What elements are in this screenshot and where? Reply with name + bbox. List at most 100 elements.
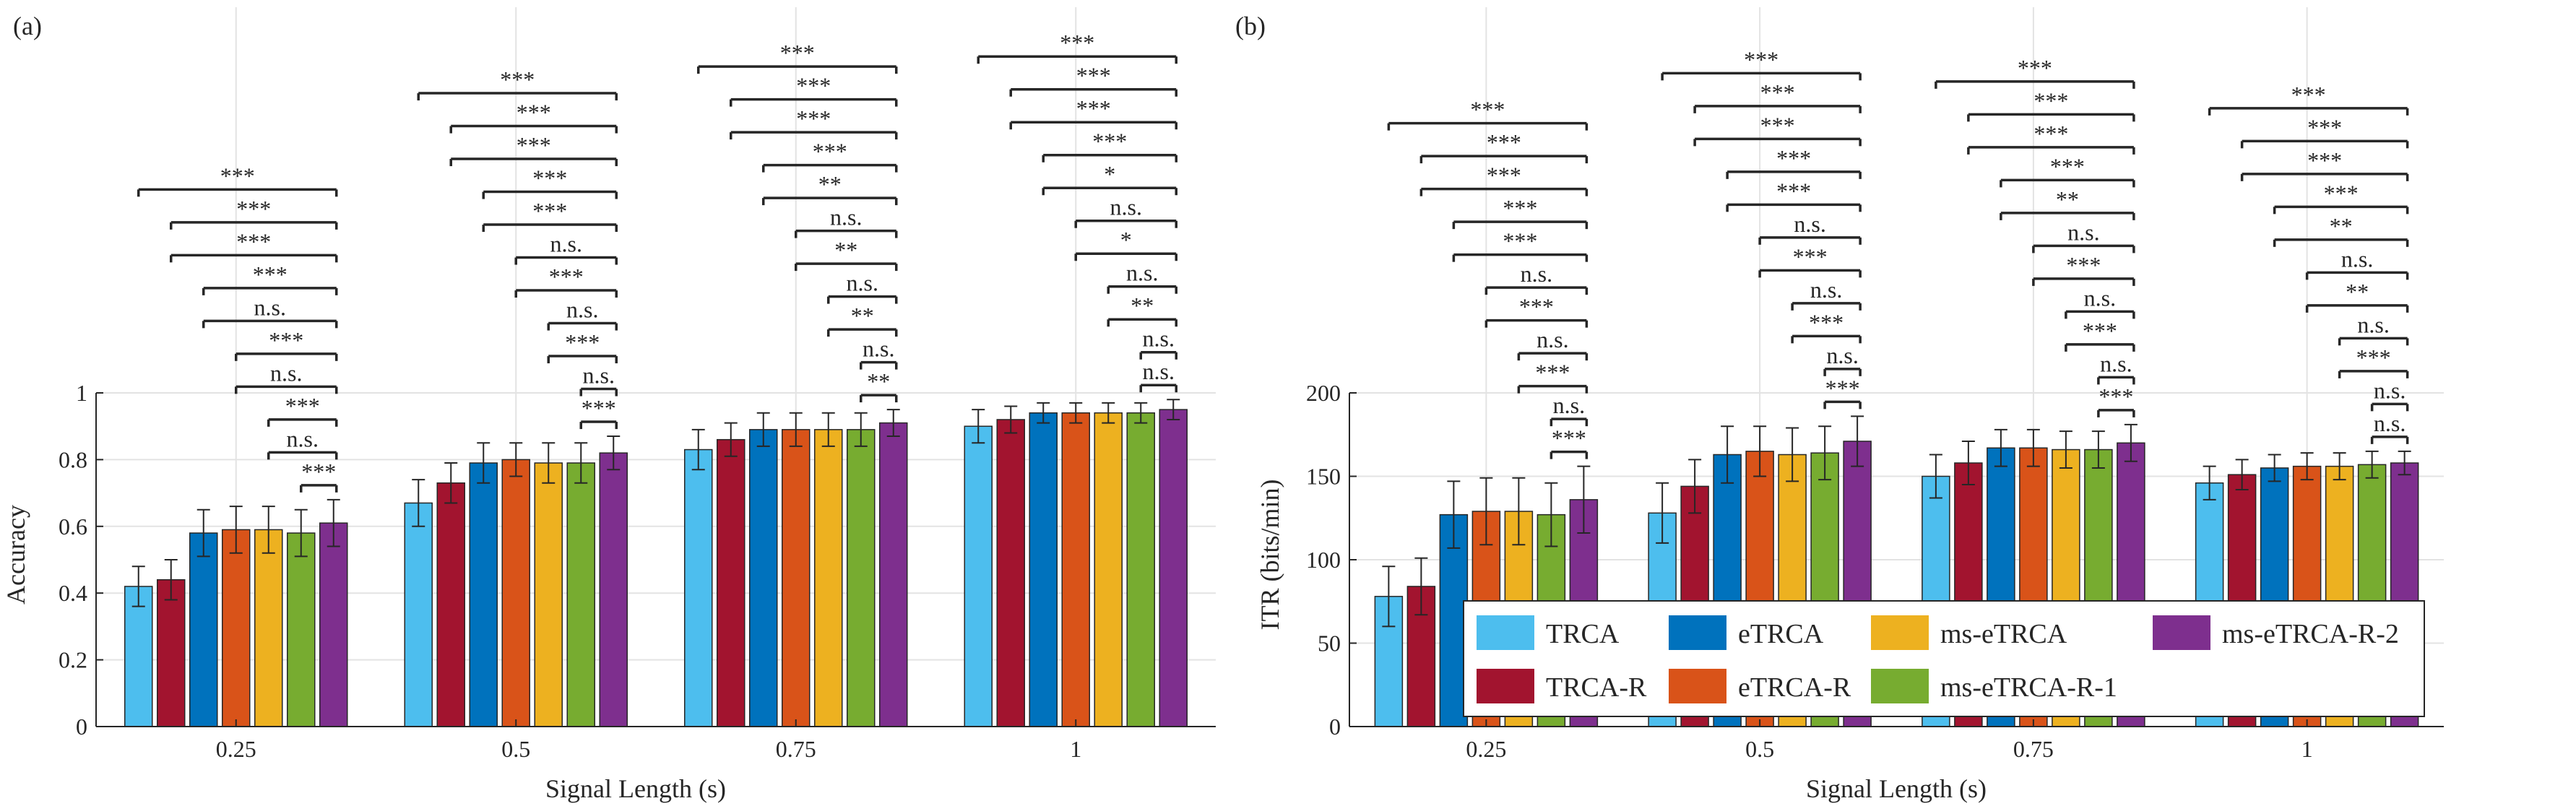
significance-label: n.s. [2067,219,2099,245]
legend-label-trca-r: TRCA-R [1546,672,1647,703]
significance-label: n.s. [863,336,894,362]
significance-label: *** [796,105,831,131]
significance-label: n.s. [287,425,319,451]
significance-label: *** [549,264,584,290]
significance-label: n.s. [2374,377,2406,403]
significance-label: *** [2099,384,2133,410]
legend-label-etrca-r: eTRCA-R [1738,672,1851,703]
significance-label: n.s. [583,363,615,389]
x-tick-label: 0.25 [216,736,256,762]
significance-label: n.s. [1110,194,1142,220]
significance-label: *** [2066,252,2101,278]
significance-label: *** [236,196,271,222]
y-tick-label: 0.8 [59,446,87,472]
bar-ms-etrca [814,429,843,727]
significance-label: *** [1793,243,1828,269]
significance-label: *** [1809,309,1844,335]
significance-label: n.s. [1143,358,1175,384]
significance-label: ** [834,237,857,263]
y-tick-label: 100 [1306,547,1341,573]
significance-label: n.s. [1810,277,1842,303]
legend-label-ms-etrca-r-2: ms-eTRCA-R-2 [2222,619,2399,649]
significance-label: n.s. [2357,311,2389,337]
significance-label: *** [813,139,847,165]
bar-etrca [469,462,498,727]
bar-trca [404,502,433,727]
bar-trca [964,425,993,727]
significance-label: * [1104,161,1115,187]
significance-label: n.s. [1521,261,1552,287]
significance-label: *** [2307,147,2342,173]
significance-label: *** [2033,87,2068,113]
y-tick-label: 0 [76,714,87,740]
significance-label: ** [2346,279,2369,305]
significance-label: *** [1470,97,1505,123]
significance-label: *** [236,228,271,254]
significance-label: *** [1825,375,1860,401]
legend-swatch-etrca [1669,615,1726,650]
significance-label: *** [2083,318,2117,344]
legend-label-trca: TRCA [1546,619,1620,649]
y-tick-label: 0.2 [59,647,87,673]
significance-label: *** [517,100,551,126]
significance-label: *** [1487,129,1521,155]
significance-label: *** [1519,294,1554,320]
significance-label: ** [818,171,842,197]
significance-label: ** [2330,213,2353,239]
significance-label: n.s. [1794,211,1825,237]
y-axis-label-a: Accuracy [1,505,30,604]
y-tick-label: 0.4 [59,580,87,606]
significance-label: *** [1776,178,1811,204]
significance-label: *** [1503,195,1537,221]
bar-trca-r [717,438,745,727]
y-axis-label-b: ITR (bits/min) [1255,480,1284,630]
significance-label: n.s. [1143,326,1175,352]
significance-label: n.s. [566,297,598,323]
bar-etrca-r [222,529,251,727]
bar-ms-etrca-r-2 [319,522,348,727]
x-tick-label: 0.5 [501,736,530,762]
significance-label: ** [851,303,874,329]
significance-label: n.s. [2084,285,2116,311]
legend-swatch-ms-etrca [1871,615,1929,650]
significance-label: *** [1744,46,1778,72]
legend-label-ms-etrca-r-1: ms-eTRCA-R-1 [1940,672,2117,703]
significance-label: n.s. [254,294,286,320]
legend-box [1463,600,2425,717]
significance-label: *** [1076,63,1111,89]
significance-label: *** [1060,30,1094,56]
legend-swatch-trca-r [1477,669,1534,703]
significance-label: n.s. [1536,326,1568,352]
bar-ms-etrca-r-1 [1126,412,1155,727]
bar-etrca-r [501,459,530,727]
significance-label: *** [796,73,831,99]
significance-label: n.s. [270,360,302,386]
significance-label: *** [1535,360,1570,386]
significance-label: *** [220,162,255,188]
bar-ms-etrca-r-2 [599,452,628,727]
bar-trca-r [436,482,465,727]
bar-ms-etrca-r-2 [1159,409,1188,727]
x-tick-label: 0.75 [2013,736,2054,762]
panel-a-label: (a) [13,12,42,40]
x-tick-label: 0.25 [1466,736,1506,762]
significance-label: *** [1760,79,1795,105]
x-axis-label-b: Signal Length (s) [1806,774,1987,803]
legend-swatch-ms-etrca-r-1 [1871,669,1929,703]
y-tick-label: 200 [1306,380,1341,406]
y-tick-label: 0.6 [59,514,87,540]
bar-ms-etrca-r-1 [847,429,876,727]
legend-label-etrca: eTRCA [1738,619,1824,649]
significance-label: *** [2018,55,2052,81]
significance-label: n.s. [2100,350,2132,376]
significance-label: *** [301,459,336,485]
significance-label: *** [532,165,567,191]
significance-label: n.s. [830,204,862,230]
legend-swatch-etrca-r [1669,669,1726,703]
significance-label: n.s. [1826,342,1858,368]
significance-label: *** [1487,162,1521,188]
significance-label: *** [285,393,320,419]
bar-etrca-r [782,429,811,727]
bar-ms-etrca-r-2 [879,422,908,727]
